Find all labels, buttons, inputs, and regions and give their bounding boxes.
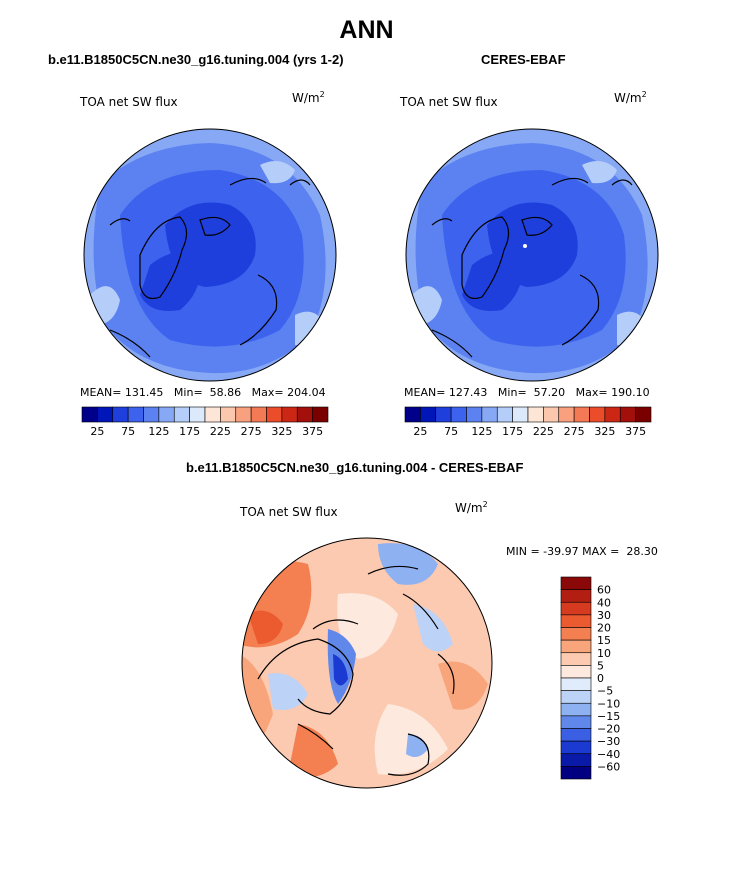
panel-2-colorbar-box — [450, 406, 467, 423]
panel-2-colorbar-box — [635, 406, 652, 423]
panel-1-colorbar-box — [312, 406, 329, 423]
diff-colorbar-box — [560, 715, 592, 729]
panel-2-colorbar-box — [404, 406, 421, 423]
panel-2-colorbar-tick-label: 325 — [594, 425, 615, 438]
panel-2-colorbar-box — [619, 406, 636, 423]
panel-2-colorbar-box — [420, 406, 437, 423]
panel-1-colorbar-box — [220, 406, 237, 423]
diff-minmax: MIN = -39.97 MAX = 28.30 — [506, 545, 658, 558]
panel-1-colorbar-box — [235, 406, 252, 423]
diff-polar-map — [241, 537, 493, 789]
panel-1-colorbar-tick-label: 175 — [179, 425, 200, 438]
panel-1-polar-map — [83, 128, 337, 382]
diff-colorbar-box — [560, 753, 592, 767]
diff-colorbar-box — [560, 652, 592, 666]
panel-2-colorbar-tick-label: 275 — [564, 425, 585, 438]
panel-2-colorbar-box — [527, 406, 544, 423]
panel-1-colorbar-box — [281, 406, 298, 423]
panel-2-colorbar-box — [481, 406, 498, 423]
panel-1-colorbar-tick-label: 275 — [241, 425, 262, 438]
panel-2-colorbar-tick-label: 375 — [625, 425, 646, 438]
diff-colorbar-box — [560, 665, 592, 679]
panel-2-colorbar-tick-label: 25 — [413, 425, 427, 438]
diff-colorbar-tick-label: 10 — [597, 647, 611, 660]
panel-2-colorbar-tick-label: 175 — [502, 425, 523, 438]
panel-1-colorbar-tick-label: 375 — [302, 425, 323, 438]
panel-2-colorbar-box — [589, 406, 606, 423]
diff-colorbar-box — [560, 614, 592, 628]
panel-2-stats: MEAN= 127.43 Min= 57.20 Max= 190.10 — [404, 386, 650, 399]
panel-2-colorbar-box — [466, 406, 483, 423]
panel-2-colorbar-tick-label: 125 — [471, 425, 492, 438]
panel-2-colorbar: 25 75 125 175 225 275 325 375 — [404, 406, 652, 438]
diff-colorbar-box — [560, 728, 592, 742]
panel-2-polar-map — [405, 128, 659, 382]
panel-1-colorbar-box — [204, 406, 221, 423]
panel-1-colorbar: 25 75 125 175 225 275 325 375 — [81, 406, 329, 438]
diff-colorbar-box — [560, 702, 592, 717]
panel-1-colorbar-tick-label: 225 — [210, 425, 231, 438]
panel-1-colorbar-tick-label: 75 — [121, 425, 135, 438]
panel-1-colorbar-box — [127, 406, 144, 423]
panel-2-units: W/m2 — [614, 90, 647, 105]
diff-colorbar-box — [560, 639, 592, 654]
panel-1-colorbar-tick-label: 25 — [90, 425, 104, 438]
diff-colorbar-tick-label: 0 — [597, 672, 604, 685]
panel-2-colorbar-box — [543, 406, 560, 423]
diff-colorbar-tick-label: 5 — [597, 659, 604, 672]
diff-colorbar-tick-label: −15 — [597, 710, 620, 723]
diff-colorbar-box — [560, 740, 592, 755]
panel-1-colorbar-box — [158, 406, 175, 423]
panel-2-colorbar-box — [435, 406, 452, 423]
panel-1-units: W/m2 — [292, 90, 325, 105]
panel-2-colorbar-tick-label: 225 — [533, 425, 554, 438]
diff-variable-label: TOA net SW flux — [240, 505, 338, 519]
diff-colorbar-tick-label: 40 — [597, 596, 611, 609]
diff-colorbar-tick-label: −40 — [597, 748, 620, 761]
panel-1-colorbar-box — [173, 406, 190, 423]
panel-1-colorbar-box — [97, 406, 114, 423]
diff-colorbar-tick-label: −10 — [597, 697, 620, 710]
panel-1-colorbar-box — [250, 406, 267, 423]
panel-2-colorbar-box — [573, 406, 590, 423]
panel-2-colorbar-tick-label: 75 — [444, 425, 458, 438]
diff-colorbar-box — [560, 677, 592, 691]
panel-1-colorbar-box — [81, 406, 98, 423]
diff-case-title: b.e11.B1850C5CN.ne30_g16.tuning.004 - CE… — [186, 460, 524, 475]
diff-colorbar-box — [560, 766, 592, 780]
diff-colorbar-box — [560, 601, 592, 616]
diff-colorbar-box — [560, 627, 592, 641]
panel-2-variable-label: TOA net SW flux — [400, 95, 498, 109]
panel-1-case-title: b.e11.B1850C5CN.ne30_g16.tuning.004 (yrs… — [48, 52, 344, 67]
diff-colorbar-box — [560, 576, 592, 590]
diff-colorbar-tick-label: 15 — [597, 634, 611, 647]
panel-2-case-title: CERES-EBAF — [481, 52, 566, 67]
panel-1-colorbar-box — [143, 406, 160, 423]
diff-colorbar-tick-label: 60 — [597, 584, 611, 597]
diff-units: W/m2 — [455, 500, 488, 515]
panel-1-colorbar-box — [112, 406, 129, 423]
diff-colorbar-box — [560, 690, 592, 704]
panel-2-colorbar-box — [496, 406, 513, 423]
diff-colorbar-tick-label: 20 — [597, 622, 611, 635]
panel-1-colorbar-tick-label: 125 — [148, 425, 169, 438]
diff-colorbar-box — [560, 589, 592, 603]
panel-2-colorbar-box — [604, 406, 621, 423]
panel-1-variable-label: TOA net SW flux — [80, 95, 178, 109]
diff-colorbar-tick-label: −30 — [597, 735, 620, 748]
panel-1-colorbar-tick-label: 325 — [271, 425, 292, 438]
panel-1-colorbar-box — [266, 406, 283, 423]
diff-colorbar-tick-label: 30 — [597, 609, 611, 622]
panel-2-colorbar-box — [558, 406, 575, 423]
page-title: ANN — [339, 16, 394, 44]
diff-colorbar-tick-label: −60 — [597, 760, 620, 773]
panel-2-colorbar-box — [512, 406, 529, 423]
panel-1-colorbar-box — [296, 406, 313, 423]
panel-1-stats: MEAN= 131.45 Min= 58.86 Max= 204.04 — [80, 386, 326, 399]
diff-colorbar-tick-label: −20 — [597, 723, 620, 736]
diff-colorbar-tick-label: −5 — [597, 685, 613, 698]
panel-1-colorbar-box — [189, 406, 206, 423]
